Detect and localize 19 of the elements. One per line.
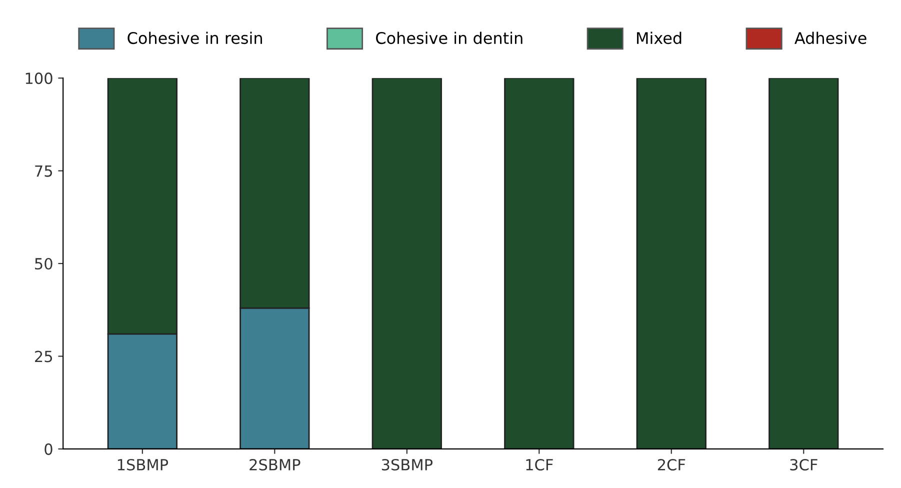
- legend-label: Mixed: [637, 32, 682, 44]
- bar: [768, 78, 839, 449]
- bar: [504, 78, 574, 449]
- legend-label: Cohesive in resin: [128, 32, 262, 44]
- legend-label: Adhesive: [794, 32, 866, 44]
- legend-label: Cohesive in dentin: [376, 32, 522, 44]
- x-tick-label: 2CF: [658, 458, 686, 471]
- y-tick-label: 50: [35, 258, 52, 270]
- bar: [372, 78, 442, 449]
- y-tick-label: 25: [35, 350, 52, 362]
- x-tick-label: 3CF: [790, 458, 818, 471]
- y-tick-label: 75: [35, 165, 52, 177]
- x-tick-label: 1SBMP: [118, 458, 168, 471]
- y-tick-label: 0: [44, 443, 52, 455]
- x-tick-label: 3SBMP: [382, 458, 433, 471]
- x-tick-label: 2SBMP: [250, 458, 300, 471]
- bar: [636, 78, 706, 449]
- y-tick-label: 100: [26, 72, 52, 84]
- x-tick-label: 1CF: [526, 458, 553, 471]
